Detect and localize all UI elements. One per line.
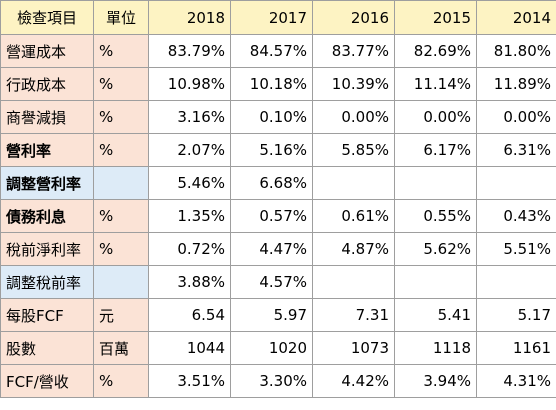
value-cell[interactable]: 5.16% <box>230 133 313 167</box>
value-cell[interactable]: 6.54 <box>148 298 231 332</box>
row-label-cell[interactable]: 每股FCF <box>0 298 94 332</box>
value-cell[interactable]: 0.10% <box>230 100 313 134</box>
value-cell[interactable]: 2.07% <box>148 133 231 167</box>
value-cell[interactable]: 11.89% <box>476 67 556 101</box>
row-label-cell[interactable]: 營利率 <box>0 133 94 167</box>
value-cell[interactable] <box>394 166 477 200</box>
financial-check-table: 檢查項目 單位 2018 2017 2016 2015 2014 營運成本 % … <box>0 0 556 398</box>
row-unit-cell[interactable]: % <box>93 133 149 167</box>
table-row-goodwill-impairment: 商譽減損 % 3.16% 0.10% 0.00% 0.00% 0.00% <box>0 100 556 134</box>
value-cell[interactable]: 0.00% <box>476 100 556 134</box>
table-row-operating-margin: 營利率 % 2.07% 5.16% 5.85% 6.17% 6.31% <box>0 133 556 167</box>
row-label-cell[interactable]: 調整稅前率 <box>0 265 94 299</box>
row-unit-cell[interactable]: 元 <box>93 298 149 332</box>
value-cell[interactable]: 7.31 <box>312 298 395 332</box>
value-cell[interactable]: 0.43% <box>476 199 556 233</box>
value-cell[interactable]: 4.31% <box>476 364 556 398</box>
row-unit-cell[interactable]: % <box>93 232 149 266</box>
value-cell[interactable]: 10.18% <box>230 67 313 101</box>
value-cell[interactable]: 4.42% <box>312 364 395 398</box>
row-label-cell[interactable]: 股數 <box>0 331 94 365</box>
value-cell[interactable]: 3.16% <box>148 100 231 134</box>
value-cell[interactable]: 0.00% <box>312 100 395 134</box>
value-cell[interactable]: 1161 <box>476 331 556 365</box>
header-year-cell[interactable]: 2015 <box>394 0 477 35</box>
value-cell[interactable]: 3.51% <box>148 364 231 398</box>
row-unit-cell[interactable]: % <box>93 199 149 233</box>
value-cell[interactable]: 3.88% <box>148 265 231 299</box>
value-cell[interactable]: 1073 <box>312 331 395 365</box>
row-unit-cell[interactable]: % <box>93 364 149 398</box>
header-item-cell[interactable]: 檢查項目 <box>0 0 94 35</box>
value-cell[interactable]: 5.51% <box>476 232 556 266</box>
value-cell[interactable]: 1044 <box>148 331 231 365</box>
row-label-cell[interactable]: 商譽減損 <box>0 100 94 134</box>
value-cell[interactable]: 81.80% <box>476 34 556 68</box>
value-cell[interactable]: 5.97 <box>230 298 313 332</box>
value-cell[interactable]: 6.17% <box>394 133 477 167</box>
value-cell[interactable]: 6.68% <box>230 166 313 200</box>
row-label-cell[interactable]: 行政成本 <box>0 67 94 101</box>
value-cell[interactable]: 3.94% <box>394 364 477 398</box>
value-cell[interactable]: 4.87% <box>312 232 395 266</box>
header-unit-cell[interactable]: 單位 <box>93 0 149 35</box>
value-cell[interactable]: 5.41 <box>394 298 477 332</box>
value-cell[interactable]: 3.30% <box>230 364 313 398</box>
value-cell[interactable] <box>476 265 556 299</box>
value-cell[interactable]: 4.47% <box>230 232 313 266</box>
header-year-cell[interactable]: 2016 <box>312 0 395 35</box>
value-cell[interactable]: 0.61% <box>312 199 395 233</box>
table-row-fcf-per-share: 每股FCF 元 6.54 5.97 7.31 5.41 5.17 <box>0 298 556 332</box>
value-cell[interactable]: 5.62% <box>394 232 477 266</box>
row-unit-cell[interactable]: % <box>93 100 149 134</box>
value-cell[interactable]: 1118 <box>394 331 477 365</box>
row-unit-cell[interactable]: % <box>93 67 149 101</box>
value-cell[interactable]: 0.72% <box>148 232 231 266</box>
value-cell[interactable]: 83.79% <box>148 34 231 68</box>
value-cell[interactable]: 6.31% <box>476 133 556 167</box>
value-cell[interactable]: 1.35% <box>148 199 231 233</box>
header-year-cell[interactable]: 2018 <box>148 0 231 35</box>
row-label-cell[interactable]: 調整營利率 <box>0 166 94 200</box>
value-cell[interactable]: 84.57% <box>230 34 313 68</box>
table-row-share-count: 股數 百萬 1044 1020 1073 1118 1161 <box>0 331 556 365</box>
value-cell[interactable]: 5.46% <box>148 166 231 200</box>
value-cell[interactable]: 11.14% <box>394 67 477 101</box>
header-year-cell[interactable]: 2017 <box>230 0 313 35</box>
value-cell[interactable]: 82.69% <box>394 34 477 68</box>
value-cell[interactable]: 0.55% <box>394 199 477 233</box>
value-cell[interactable] <box>394 265 477 299</box>
header-row: 檢查項目 單位 2018 2017 2016 2015 2014 <box>0 0 556 35</box>
value-cell[interactable]: 10.98% <box>148 67 231 101</box>
row-unit-cell[interactable] <box>93 166 149 200</box>
row-unit-cell[interactable]: % <box>93 34 149 68</box>
table-row-adjusted-operating-margin: 調整營利率 5.46% 6.68% <box>0 166 556 200</box>
value-cell[interactable] <box>312 166 395 200</box>
table-row-debt-interest: 債務利息 % 1.35% 0.57% 0.61% 0.55% 0.43% <box>0 199 556 233</box>
table-row-operating-cost: 營運成本 % 83.79% 84.57% 83.77% 82.69% 81.80… <box>0 34 556 68</box>
table-row-pretax-margin: 稅前淨利率 % 0.72% 4.47% 4.87% 5.62% 5.51% <box>0 232 556 266</box>
value-cell[interactable] <box>476 166 556 200</box>
row-unit-cell[interactable]: 百萬 <box>93 331 149 365</box>
table-row-admin-cost: 行政成本 % 10.98% 10.18% 10.39% 11.14% 11.89… <box>0 67 556 101</box>
value-cell[interactable]: 10.39% <box>312 67 395 101</box>
header-year-cell[interactable]: 2014 <box>476 0 556 35</box>
value-cell[interactable]: 4.57% <box>230 265 313 299</box>
value-cell[interactable]: 83.77% <box>312 34 395 68</box>
row-label-cell[interactable]: 債務利息 <box>0 199 94 233</box>
row-label-cell[interactable]: 營運成本 <box>0 34 94 68</box>
value-cell[interactable]: 5.17 <box>476 298 556 332</box>
value-cell[interactable]: 5.85% <box>312 133 395 167</box>
row-label-cell[interactable]: 稅前淨利率 <box>0 232 94 266</box>
table-row-fcf-to-revenue: FCF/營收 % 3.51% 3.30% 4.42% 3.94% 4.31% <box>0 364 556 398</box>
row-label-cell[interactable]: FCF/營收 <box>0 364 94 398</box>
value-cell[interactable]: 0.57% <box>230 199 313 233</box>
value-cell[interactable] <box>312 265 395 299</box>
value-cell[interactable]: 0.00% <box>394 100 477 134</box>
row-unit-cell[interactable] <box>93 265 149 299</box>
value-cell[interactable]: 1020 <box>230 331 313 365</box>
table-row-adjusted-pretax-margin: 調整稅前率 3.88% 4.57% <box>0 265 556 299</box>
